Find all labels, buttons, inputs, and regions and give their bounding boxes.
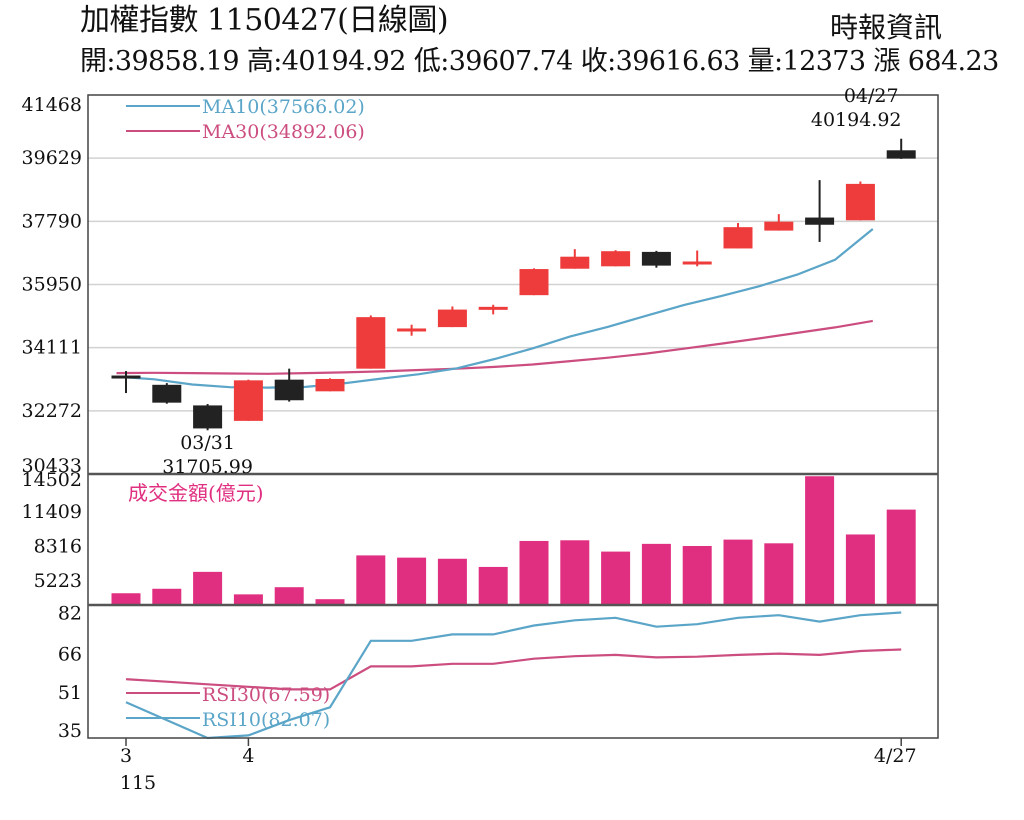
candle-body xyxy=(601,251,631,267)
volume-bar xyxy=(478,566,508,605)
volume-bar xyxy=(274,587,304,605)
rsi-tick-label: 51 xyxy=(58,682,82,704)
price-tick-label: 35950 xyxy=(22,274,82,296)
volume-bars xyxy=(111,476,916,605)
volume-bar xyxy=(519,540,549,605)
volume-bar xyxy=(886,509,916,605)
rsi-lines xyxy=(125,611,902,740)
volume-bar xyxy=(111,593,141,605)
rsi30-legend-label: RSI30(67.59) xyxy=(202,684,330,706)
chart-frame xyxy=(87,94,939,746)
high-annotation-date: 04/27 xyxy=(844,85,899,107)
volume-tick-label: 14502 xyxy=(22,469,82,491)
x-tick-sublabel: 115 xyxy=(120,772,156,794)
rsi30-line xyxy=(125,648,902,691)
candle-body xyxy=(193,405,223,429)
volume-bar xyxy=(805,476,835,605)
candle-body xyxy=(764,221,794,231)
low-annotation-date: 03/31 xyxy=(180,432,235,454)
chart-labels: 41468 39629 37790 35950 34111 32272 3043314502… xyxy=(22,85,917,794)
volume-bar xyxy=(641,543,671,605)
candle-body xyxy=(274,379,304,401)
rsi10-legend-label: RSI10(82.07) xyxy=(202,709,330,731)
price-tick-label: 41468 xyxy=(22,94,82,116)
price-tick-label: 37790 xyxy=(22,210,82,232)
volume-bar xyxy=(560,540,590,605)
ma30-line xyxy=(116,319,873,375)
rsi-tick-label: 35 xyxy=(58,720,82,742)
price-tick-label: 39629 xyxy=(22,147,82,169)
ohlc-stats: 開:39858.19 高:40194.92 低:39607.74 收:39616… xyxy=(80,46,999,77)
candle-body xyxy=(478,306,508,310)
volume-panel-label: 成交金額(億元) xyxy=(128,481,264,505)
volume-bar xyxy=(233,594,263,605)
candle-body xyxy=(805,217,835,225)
high-annotation-value: 40194.92 xyxy=(811,109,902,131)
volume-bar xyxy=(437,558,467,605)
plot-border xyxy=(87,94,939,739)
volume-bar xyxy=(356,555,386,605)
volume-bar xyxy=(764,543,794,605)
low-annotation-value: 31705.99 xyxy=(162,456,253,478)
rsi-tick-label: 66 xyxy=(58,644,82,666)
volume-bar xyxy=(723,539,753,605)
candle-body xyxy=(560,256,590,269)
volume-bar xyxy=(193,571,223,605)
candle-body xyxy=(397,328,427,332)
volume-tick-label: 8316 xyxy=(34,535,82,557)
rsi10-line xyxy=(125,611,902,740)
price-tick-label: 32272 xyxy=(22,400,82,422)
rsi-tick-label: 82 xyxy=(58,603,82,625)
candle-body xyxy=(886,150,916,159)
volume-bar xyxy=(397,557,427,605)
candle-body xyxy=(437,309,467,328)
volume-bar xyxy=(152,588,182,605)
volume-bar xyxy=(845,534,875,605)
volume-tick-label: 5223 xyxy=(34,570,82,592)
candle-body xyxy=(845,183,875,221)
chart-title: 加權指數 1150427(日線圖) xyxy=(80,3,449,38)
volume-bar xyxy=(682,545,712,605)
price-tick-label: 34111 xyxy=(22,337,82,359)
candle-body xyxy=(682,261,712,265)
volume-tick-label: 11409 xyxy=(22,501,82,523)
candle-body xyxy=(111,375,141,379)
candle-body xyxy=(315,378,345,392)
volume-bar xyxy=(315,599,345,605)
price-tick-label: 30433 xyxy=(22,455,82,477)
candle-body xyxy=(233,380,263,421)
x-tick-label: 4 xyxy=(242,745,254,767)
candlesticks xyxy=(111,138,916,431)
volume-bar xyxy=(601,551,631,605)
gridlines xyxy=(88,157,938,412)
candle-body xyxy=(356,317,386,369)
candle-body xyxy=(723,227,753,249)
x-tick-label: 4/27 xyxy=(874,745,917,767)
candle-body xyxy=(519,269,549,296)
candle-body xyxy=(152,384,182,403)
ma30-legend-label: MA30(34892.06) xyxy=(202,121,365,143)
source-label: 時報資訊 xyxy=(829,11,942,44)
ma10-legend-label: MA10(37566.02) xyxy=(202,96,365,118)
candle-body xyxy=(641,251,671,266)
x-tick-label: 3 xyxy=(120,745,132,767)
